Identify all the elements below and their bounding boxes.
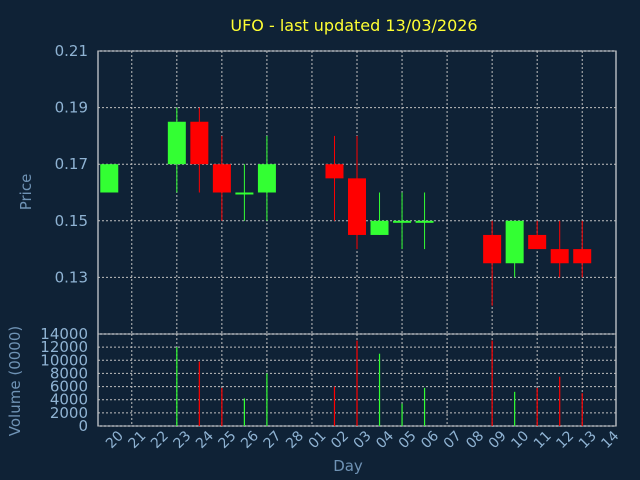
candle-body: [190, 121, 209, 165]
day-axis-label: Day: [333, 457, 363, 475]
price-tick-label: 0.13: [55, 268, 88, 286]
volume-tick-label: 2000: [50, 404, 88, 422]
volume-tick-label: 0: [78, 417, 88, 435]
candle-body: [483, 234, 502, 264]
price-tick-label: 0.19: [55, 99, 88, 117]
volume-tick-label: 14000: [40, 325, 88, 343]
volume-axis-label: Volume (0000): [6, 326, 24, 436]
price-axis-label: Price: [17, 174, 35, 211]
candlestick-series: [100, 107, 592, 306]
price-tick-label: 0.17: [55, 155, 88, 173]
volume-tick-label: 10000: [40, 351, 88, 369]
price-tick-label: 0.21: [55, 42, 88, 60]
volume-bar-series: [176, 340, 583, 426]
candle-body: [325, 164, 344, 179]
candle-body: [505, 220, 524, 264]
candle-body: [550, 249, 569, 264]
candle-body: [393, 220, 412, 223]
candle-body: [415, 220, 434, 223]
volume-tick-label: 12000: [40, 338, 88, 356]
price-tick-label: 0.15: [55, 212, 88, 230]
candle-body: [528, 234, 547, 250]
volume-tick-label: 8000: [50, 364, 88, 382]
candle-body: [235, 192, 254, 195]
candle-body: [100, 164, 119, 193]
candle-body: [370, 220, 389, 235]
candle-body: [257, 164, 276, 193]
chart-title: UFO - last updated 13/03/2026: [230, 16, 477, 35]
candle-body: [348, 178, 366, 235]
volume-tick-label: 6000: [50, 378, 88, 396]
candle-body: [573, 249, 592, 264]
day-axis-ticks: 2021222324252627280102030405060708091011…: [103, 428, 622, 452]
candle-body: [212, 164, 231, 193]
candle-body: [167, 121, 186, 165]
volume-tick-label: 4000: [50, 391, 88, 409]
price-axis-ticks: 0.13 0.15 0.17 0.19 0.21: [55, 42, 88, 286]
